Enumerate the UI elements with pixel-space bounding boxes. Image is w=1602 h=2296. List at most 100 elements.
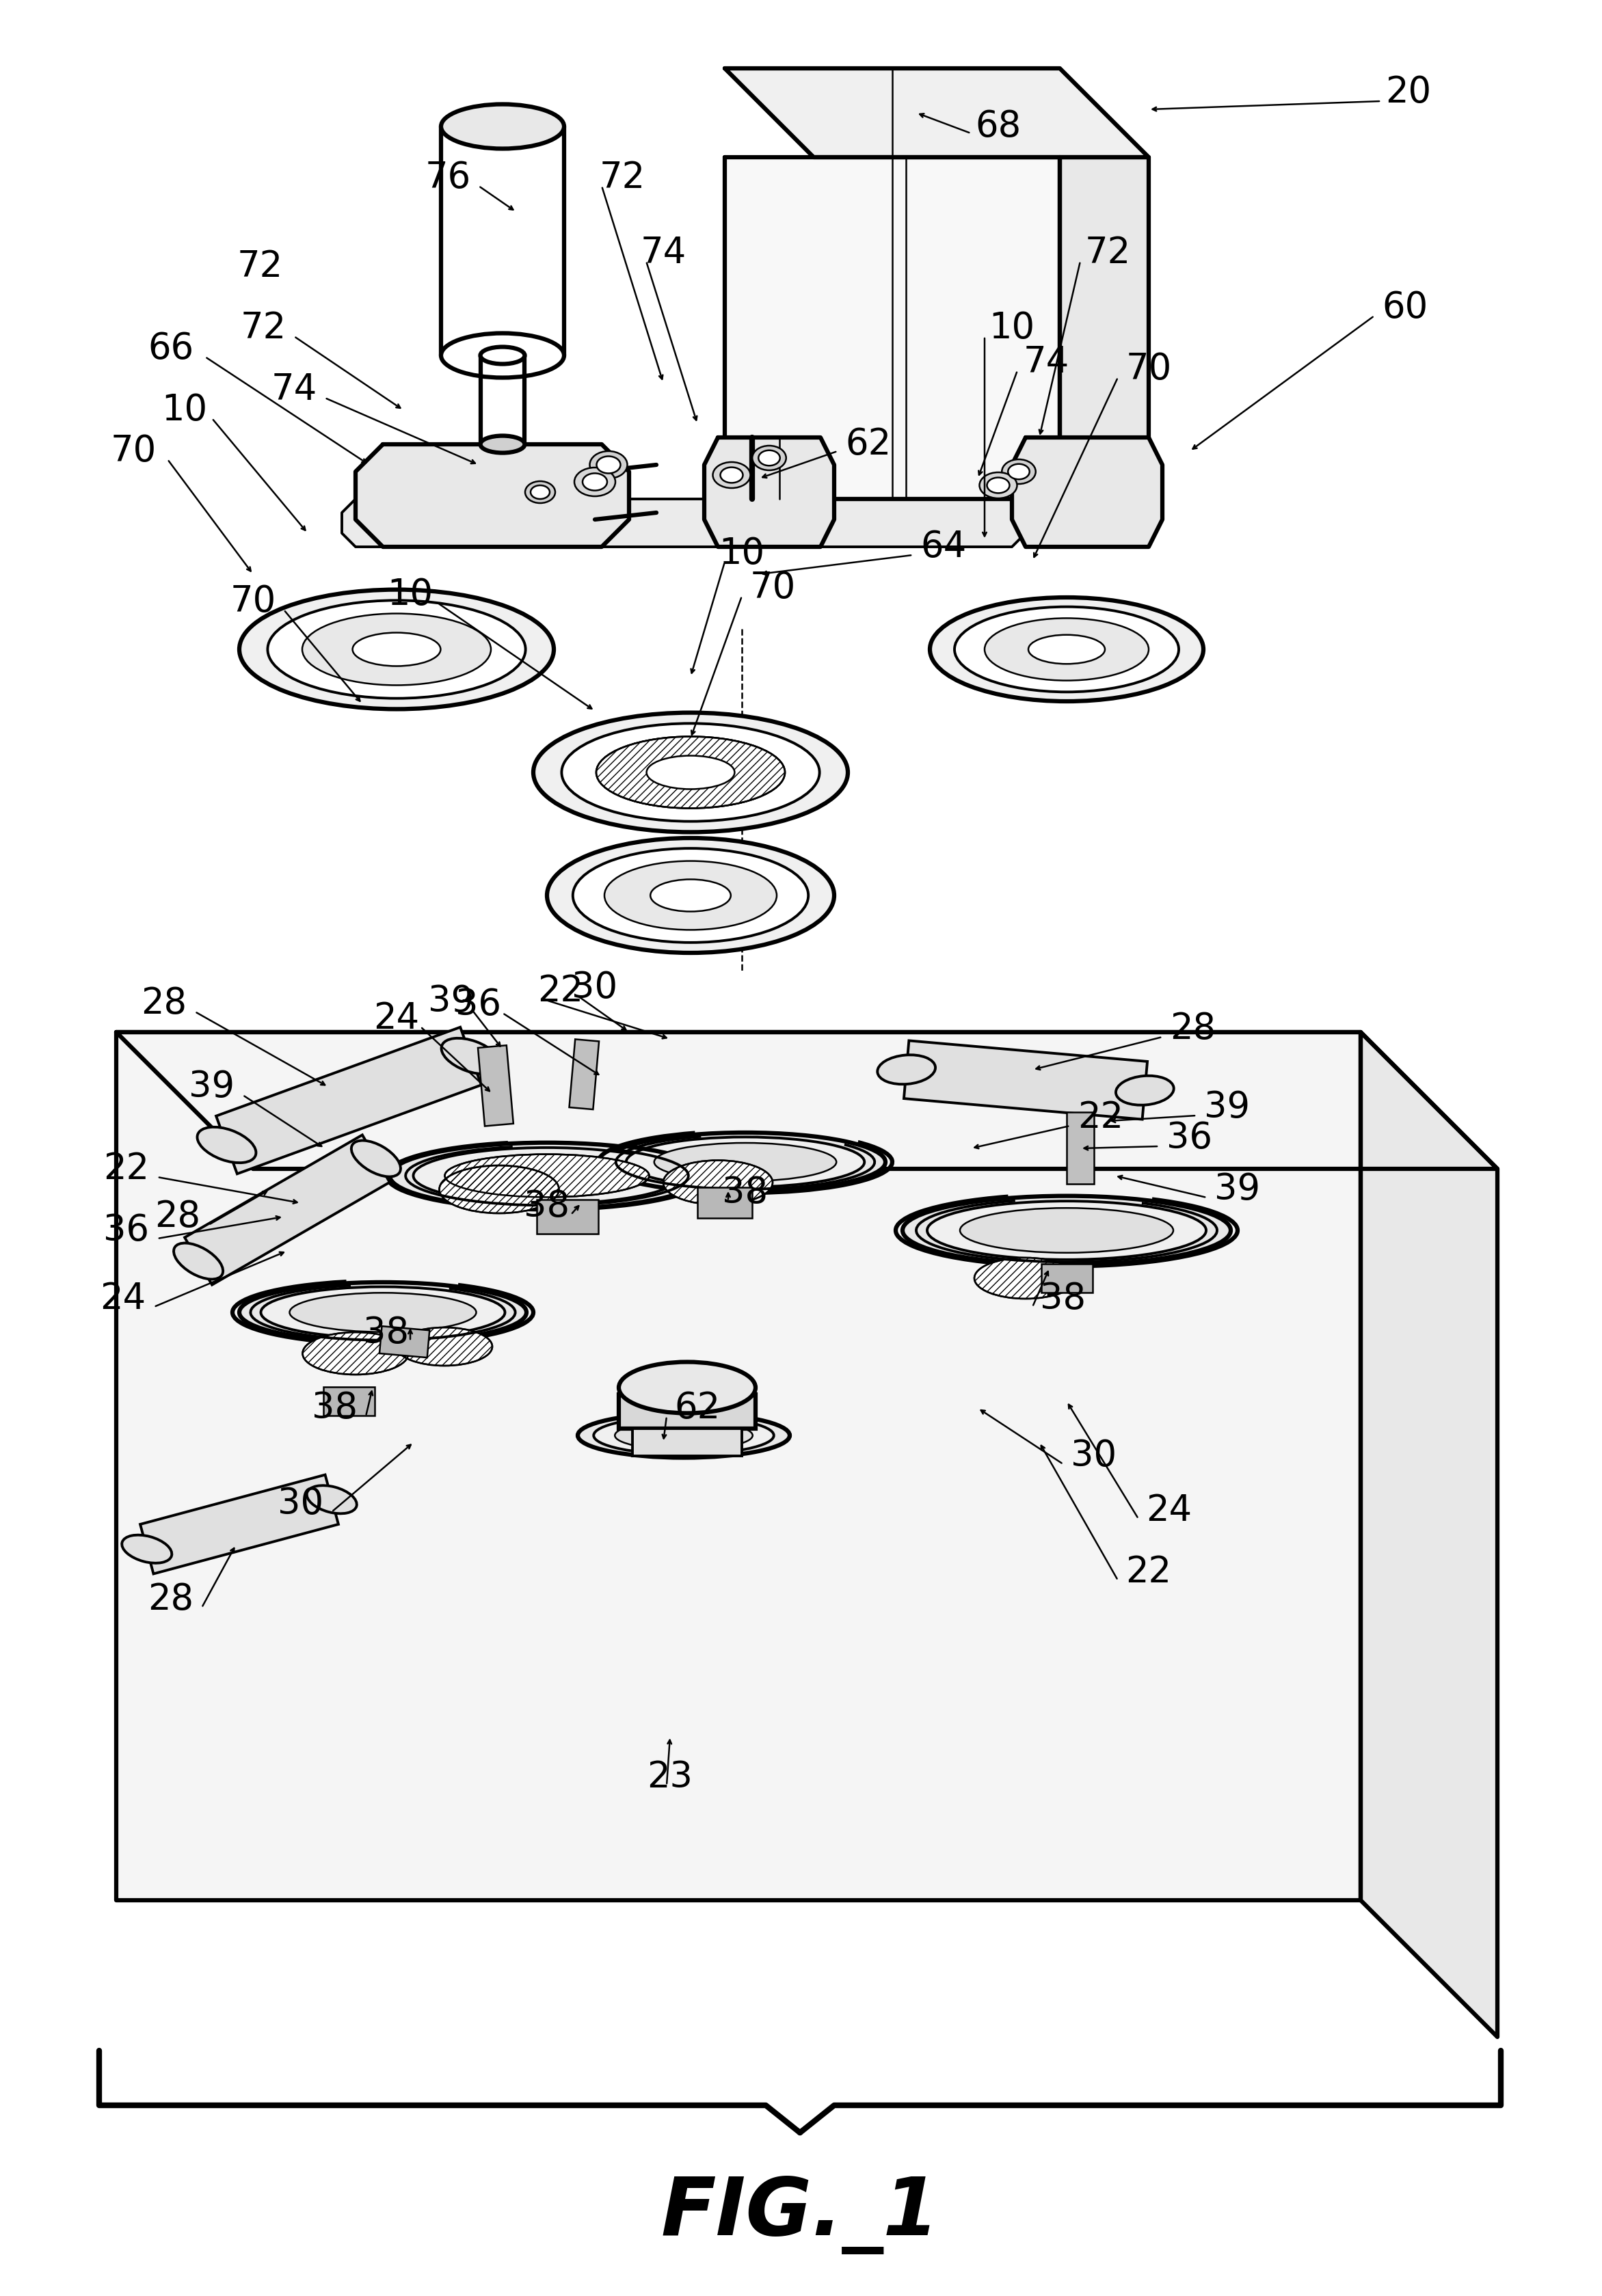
Ellipse shape (530, 484, 549, 498)
Bar (697, 1187, 751, 1219)
Text: 38: 38 (1040, 1281, 1086, 1316)
Ellipse shape (268, 599, 525, 698)
Ellipse shape (306, 1486, 357, 1513)
Ellipse shape (413, 1148, 681, 1203)
Ellipse shape (929, 597, 1203, 700)
Text: 24: 24 (373, 1001, 420, 1035)
Ellipse shape (389, 1143, 705, 1208)
Ellipse shape (753, 445, 787, 471)
Ellipse shape (441, 333, 564, 377)
Text: 10: 10 (719, 535, 764, 572)
Text: 24: 24 (99, 1281, 146, 1316)
Polygon shape (1061, 156, 1149, 498)
Polygon shape (117, 1033, 1360, 1901)
Text: 39: 39 (1214, 1171, 1261, 1208)
Text: 70: 70 (111, 434, 157, 468)
Ellipse shape (239, 590, 554, 709)
Text: 72: 72 (1085, 234, 1131, 271)
Text: 72: 72 (240, 310, 287, 347)
Ellipse shape (594, 1417, 774, 1453)
Text: 30: 30 (1072, 1437, 1117, 1474)
Ellipse shape (1117, 1077, 1174, 1104)
Ellipse shape (397, 1327, 492, 1366)
Text: 30: 30 (572, 969, 618, 1006)
Text: 66: 66 (147, 331, 194, 367)
Text: 28: 28 (147, 1582, 194, 1616)
Bar (633, 1428, 742, 1456)
Text: 72: 72 (599, 161, 646, 195)
Ellipse shape (626, 1137, 865, 1187)
Ellipse shape (1028, 634, 1105, 664)
Polygon shape (724, 156, 1061, 498)
Ellipse shape (713, 461, 750, 489)
Ellipse shape (525, 482, 556, 503)
Text: 36: 36 (1166, 1120, 1213, 1155)
Text: 30: 30 (277, 1486, 324, 1522)
Bar (380, 1327, 429, 1357)
Text: 28: 28 (141, 985, 187, 1022)
Ellipse shape (441, 103, 564, 149)
Ellipse shape (650, 879, 731, 912)
Ellipse shape (481, 347, 525, 365)
Bar (1067, 1114, 1094, 1185)
Bar (324, 1387, 375, 1417)
Text: 39: 39 (428, 983, 474, 1019)
Bar (537, 1199, 598, 1233)
Text: FIG._1: FIG._1 (660, 2174, 939, 2255)
Text: 62: 62 (846, 427, 891, 461)
Ellipse shape (578, 1412, 790, 1458)
Ellipse shape (590, 450, 628, 478)
Polygon shape (1360, 1033, 1498, 2037)
Text: 10: 10 (388, 576, 433, 613)
Bar (569, 1040, 599, 1109)
Polygon shape (705, 439, 835, 546)
Ellipse shape (647, 755, 735, 790)
Ellipse shape (442, 1038, 500, 1075)
Polygon shape (184, 1134, 389, 1286)
Polygon shape (117, 1033, 1498, 1169)
Text: 68: 68 (976, 108, 1020, 145)
Text: 36: 36 (104, 1212, 149, 1249)
Ellipse shape (439, 1166, 559, 1212)
Ellipse shape (583, 473, 607, 491)
Text: 20: 20 (1386, 73, 1432, 110)
Text: 39: 39 (189, 1070, 235, 1104)
Ellipse shape (654, 1143, 836, 1180)
Ellipse shape (604, 861, 777, 930)
Text: 62: 62 (674, 1391, 721, 1426)
Text: 60: 60 (1383, 289, 1427, 326)
Polygon shape (141, 1474, 338, 1573)
Ellipse shape (758, 450, 780, 466)
Bar (477, 1045, 513, 1125)
Text: 23: 23 (647, 1759, 694, 1795)
Text: 22: 22 (538, 974, 583, 1008)
Ellipse shape (663, 1159, 772, 1205)
Polygon shape (356, 445, 630, 546)
Text: 70: 70 (750, 569, 796, 606)
Ellipse shape (290, 1293, 476, 1332)
Text: 10: 10 (162, 393, 208, 427)
Ellipse shape (173, 1242, 223, 1279)
Text: 22: 22 (1078, 1100, 1123, 1134)
Text: 38: 38 (723, 1176, 769, 1210)
Ellipse shape (596, 737, 785, 808)
Ellipse shape (574, 847, 809, 944)
Ellipse shape (606, 1132, 886, 1192)
Polygon shape (341, 498, 1025, 546)
Ellipse shape (974, 1258, 1077, 1300)
Ellipse shape (303, 613, 490, 684)
Text: 24: 24 (1147, 1492, 1192, 1529)
Text: 10: 10 (988, 310, 1035, 347)
Text: 28: 28 (1169, 1010, 1216, 1047)
Text: 74: 74 (1024, 344, 1069, 381)
Text: 22: 22 (1126, 1554, 1171, 1589)
Text: 74: 74 (641, 234, 686, 271)
Ellipse shape (481, 436, 525, 452)
Ellipse shape (1001, 459, 1036, 484)
Ellipse shape (533, 712, 847, 831)
Polygon shape (724, 69, 1149, 156)
Text: 38: 38 (364, 1316, 409, 1350)
Text: 22: 22 (104, 1150, 149, 1187)
Ellipse shape (618, 1362, 756, 1414)
Text: 74: 74 (271, 372, 317, 406)
